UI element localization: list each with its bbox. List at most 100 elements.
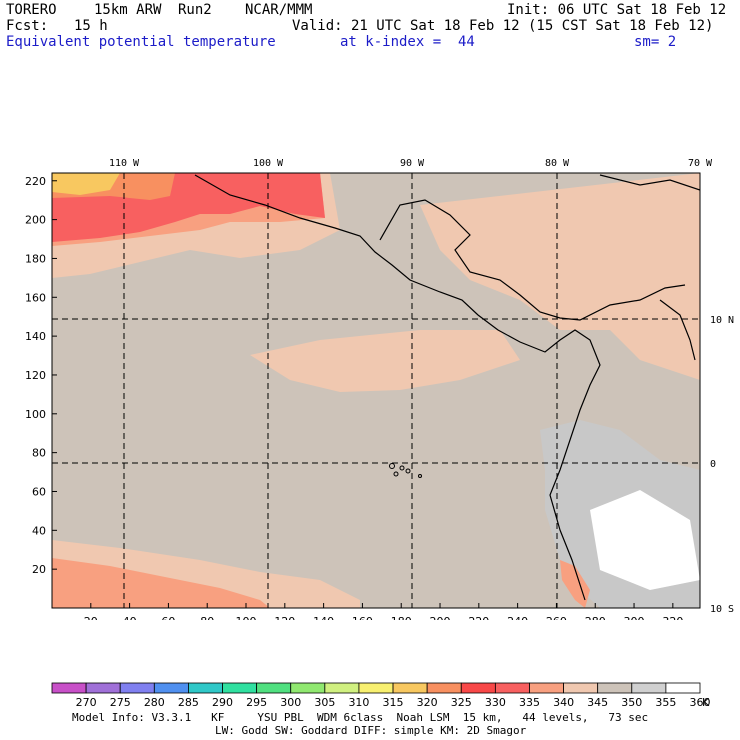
field-contour-335-peru-coast <box>560 560 590 608</box>
x-tick-label: 280 <box>585 615 606 620</box>
level-label: at k-index = 44 <box>340 34 475 50</box>
colorbar: 270 275 280 285 290 295 300 305 310 315 320 325 330 3… <box>51 682 711 709</box>
field-contour-330-nw <box>52 173 325 242</box>
colorbar-box <box>631 682 667 694</box>
colorbar-label: 300 <box>280 696 301 709</box>
field-contour-335-sw <box>52 558 270 608</box>
colorbar-box <box>119 682 155 694</box>
smoothing-label: sm= 2 <box>634 34 677 50</box>
x-tick-label: 60 <box>161 615 175 620</box>
org-label: NCAR/MMM <box>245 2 313 18</box>
colorbar-labels: 270 275 280 285 290 295 300 305 310 315 320 325 330 3… <box>76 696 711 709</box>
colorbar-label: 345 <box>587 696 608 709</box>
x-tick-label: 80 <box>200 615 214 620</box>
colorbar-label: 355 <box>655 696 676 709</box>
field-contour-340-pacific <box>250 330 520 392</box>
colorbar-label: 360 <box>690 696 711 709</box>
y-tick-label: 200 <box>25 214 46 227</box>
longitude-label: 70 W <box>688 158 713 169</box>
longitude-labels: 110 W 100 W 90 W 80 W 70 W <box>109 158 713 169</box>
colorbar-label: 335 <box>519 696 540 709</box>
colorbar-label: 290 <box>212 696 233 709</box>
physics-info: LW: Godd SW: Goddard DIFF: simple KM: 2D… <box>215 724 527 737</box>
latitude-label: 10 N <box>710 315 734 326</box>
field-name: Equivalent potential temperature <box>6 34 276 50</box>
field-contour-320-nw <box>52 173 120 195</box>
x-tick-label: 220 <box>468 615 489 620</box>
latitude-labels: 10 N 0 10 S <box>710 315 734 615</box>
y-tick-label: 120 <box>25 369 46 382</box>
longitude-label: 100 W <box>253 158 284 169</box>
y-tick-label: 160 <box>25 291 46 304</box>
x-tick-label: 20 <box>84 615 98 620</box>
forecast-label: Fcst: <box>6 18 49 34</box>
colorbar-box <box>324 682 360 694</box>
model-resolution: 15km ARW <box>94 2 162 18</box>
x-tick-label: 120 <box>274 615 295 620</box>
run-label: Run2 <box>178 2 212 18</box>
colorbar-box <box>188 682 223 694</box>
longitude-label: 90 W <box>400 158 425 169</box>
y-tick-label: 80 <box>32 447 46 460</box>
colorbar-label: 305 <box>314 696 335 709</box>
colorbar-box <box>426 682 462 694</box>
y-tick-label: 180 <box>25 252 46 265</box>
colorbar-box <box>665 682 701 694</box>
x-tick-label: 40 <box>123 615 137 620</box>
x-tick-label: 260 <box>546 615 567 620</box>
map-field <box>52 173 700 608</box>
colorbar-label: 275 <box>110 696 131 709</box>
colorbar-label: 295 <box>246 696 267 709</box>
equivalent-potential-temperature-map: 2040608010012014016018020022024026028030… <box>25 158 734 620</box>
colorbar-label: 330 <box>485 696 506 709</box>
colorbar-box <box>392 682 428 694</box>
latitude-label: 0 <box>710 459 716 470</box>
colorbar-label: 350 <box>621 696 642 709</box>
colorbar-label: 270 <box>76 696 97 709</box>
field-contour-340-caribbean <box>420 173 700 380</box>
longitude-label: 80 W <box>545 158 570 169</box>
colorbar-box <box>153 682 189 694</box>
colorbar-box <box>51 682 87 694</box>
x-tick-label: 200 <box>430 615 451 620</box>
x-tick-label: 160 <box>352 615 373 620</box>
y-tick-label: 140 <box>25 330 46 343</box>
y-axis-ticks: 220 200 180 160 140 120 100 80 60 40 20 <box>25 175 57 576</box>
y-tick-label: 40 <box>32 524 46 537</box>
colorbar-box <box>85 682 121 694</box>
colorbar-box <box>222 682 258 694</box>
x-tick-label: 300 <box>624 615 645 620</box>
x-tick-label: 180 <box>391 615 412 620</box>
field-contour-360-andes <box>590 490 700 590</box>
colorbar-label: 280 <box>144 696 165 709</box>
colorbar-box <box>529 682 564 694</box>
x-tick-label: 100 <box>236 615 257 620</box>
colorbar-label: 310 <box>348 696 369 709</box>
colorbar-box <box>460 682 496 694</box>
colorbar-box <box>256 682 292 694</box>
colorbar-label: 320 <box>417 696 438 709</box>
init-time: Init: 06 UTC Sat 18 Feb 12 <box>507 2 727 18</box>
colorbar-boxes <box>51 682 701 694</box>
y-tick-label: 220 <box>25 175 46 188</box>
x-tick-label: 140 <box>313 615 334 620</box>
latitude-label: 10 S <box>710 604 734 615</box>
y-tick-label: 20 <box>32 563 46 576</box>
longitude-label: 110 W <box>109 158 140 169</box>
colorbar-box <box>358 682 394 694</box>
colorbar-label: 285 <box>178 696 199 709</box>
forecast-hour: 15 h <box>74 18 108 34</box>
colorbar-label: 315 <box>383 696 404 709</box>
lat-lon-grid <box>52 173 700 608</box>
coastlines <box>194 174 700 601</box>
colorbar-box <box>494 682 530 694</box>
colorbar-label: 325 <box>451 696 472 709</box>
colorbar-box <box>290 682 326 694</box>
colorbar-box <box>597 682 633 694</box>
x-tick-label: 320 <box>662 615 683 620</box>
colorbar-unit: K <box>702 696 710 709</box>
model-name: TORERO <box>6 2 57 18</box>
model-info: Model Info: V3.3.1 KF YSU PBL WDM 6class… <box>72 711 649 724</box>
x-axis-ticks: 20 40 60 80 100 120 140 160 180 200 220 240 260 280 30… <box>84 603 683 620</box>
colorbar-box <box>563 682 599 694</box>
